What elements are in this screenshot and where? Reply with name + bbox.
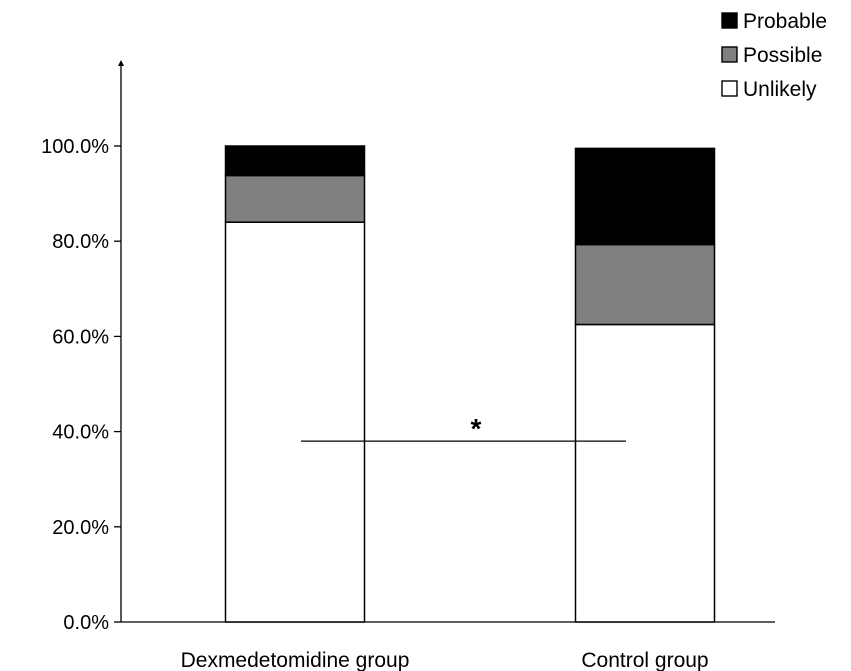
y-tick-label: 60.0% [52,326,109,348]
bar-segment-unlikely [224,221,366,623]
bar-segment-possible [224,174,366,223]
bar-segment-unlikely [574,323,716,623]
significance-marker: * [471,413,482,444]
bar-segment-probable [574,147,716,246]
legend-label-unlikely: Unlikely [743,78,817,101]
bar-segment-probable [224,145,366,177]
y-tick-label: 20.0% [52,517,109,539]
y-tick-label: 40.0% [52,422,109,444]
y-tick-label: 100.0% [41,136,109,158]
legend-swatch-probable [721,12,738,29]
x-category-label: Control group [581,649,708,671]
legend-label-probable: Probable [743,10,827,33]
x-category-label: Dexmedetomidine group [181,649,410,671]
bar-segment-possible [574,243,716,326]
y-tick-label: 80.0% [52,231,109,253]
legend-label-possible: Possible [743,44,822,67]
legend-swatch-possible [721,46,738,63]
y-axis-arrow [118,60,124,66]
y-tick-label: 0.0% [63,612,109,634]
legend-swatch-unlikely [721,80,738,97]
